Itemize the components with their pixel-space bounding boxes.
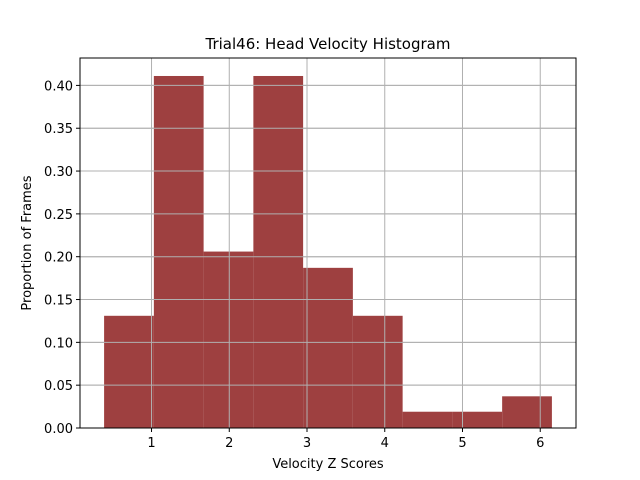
y-tick-label: 0.15: [44, 294, 73, 309]
histogram-bar: [253, 75, 304, 428]
y-tick-label: 0.05: [44, 379, 73, 394]
y-tick-label: 0.00: [44, 422, 73, 437]
y-tick-label: 0.30: [44, 165, 73, 180]
x-tick-label: 4: [381, 436, 389, 451]
grid-overlay: [80, 58, 576, 429]
plot-frame: [79, 57, 577, 429]
x-axis-label: Velocity Z Scores: [272, 457, 384, 472]
histogram-bar: [452, 411, 503, 428]
histogram-bar: [153, 75, 204, 428]
histogram-bar: [203, 251, 254, 428]
y-tick-label: 0.25: [44, 208, 73, 223]
chart-title: Trial46: Head Velocity Histogram: [205, 35, 451, 53]
x-tick-label: 3: [303, 436, 311, 451]
x-tick-label: 5: [458, 436, 466, 451]
bars: [104, 75, 552, 428]
x-axis: 1 2 3 4 5 6: [147, 428, 544, 451]
x-tick-label: 1: [147, 436, 155, 451]
y-tick-label: 0.35: [44, 122, 73, 137]
y-tick-label: 0.10: [44, 336, 73, 351]
histogram-bar: [502, 396, 552, 428]
y-axis: 0.00 0.05 0.10 0.15 0.20 0.25 0.30 0.35 0.40: [44, 79, 80, 437]
histogram-bar: [352, 315, 403, 428]
x-tick-label: 6: [536, 436, 544, 451]
histogram-bar: [104, 315, 154, 428]
y-tick-label: 0.40: [44, 79, 73, 94]
histogram-bar: [303, 267, 353, 428]
x-tick-label: 2: [225, 436, 233, 451]
y-tick-label: 0.20: [44, 251, 73, 266]
histogram-bar: [402, 411, 453, 428]
y-axis-label: Proportion of Frames: [20, 175, 35, 310]
